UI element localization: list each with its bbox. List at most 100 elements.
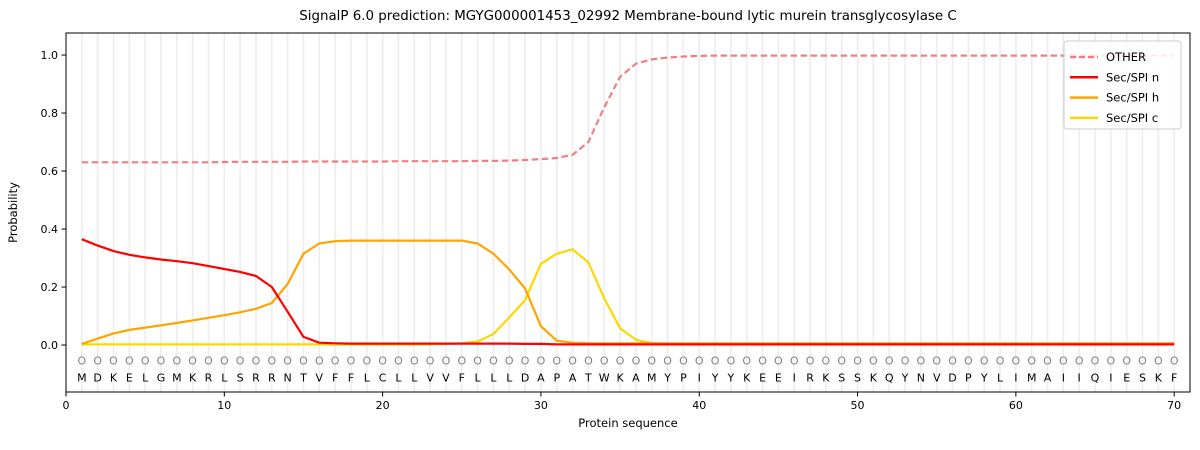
y-tick-label: 0.8 xyxy=(41,107,59,120)
residue-marker: O xyxy=(917,355,926,368)
x-tick-label: 20 xyxy=(376,399,390,412)
residue-letter: V xyxy=(316,372,324,385)
residue-marker: O xyxy=(742,355,751,368)
y-tick-label: 0.0 xyxy=(41,339,59,352)
residue-marker: O xyxy=(647,355,656,368)
residue-letter: K xyxy=(1155,372,1163,385)
residue-letter: S xyxy=(237,372,244,385)
residue-marker: O xyxy=(932,355,941,368)
residue-marker: O xyxy=(267,355,276,368)
residue-marker: O xyxy=(616,355,625,368)
residue-marker: O xyxy=(980,355,989,368)
residue-letter: V xyxy=(933,372,941,385)
residue-letter: E xyxy=(1123,372,1130,385)
residue-marker: O xyxy=(1027,355,1036,368)
residue-letter: F xyxy=(332,372,338,385)
residue-letter: N xyxy=(917,372,925,385)
residue-marker: O xyxy=(473,355,482,368)
residue-letter: G xyxy=(157,372,166,385)
residue-marker: O xyxy=(837,355,846,368)
residue-marker: O xyxy=(996,355,1005,368)
residue-marker: O xyxy=(188,355,197,368)
legend: OTHER Sec/SPI n Sec/SPI h Sec/SPI c xyxy=(1063,40,1182,130)
residue-marker: O xyxy=(790,355,799,368)
residue-letter: F xyxy=(1171,372,1177,385)
residue-letter: Y xyxy=(901,372,909,385)
residue-marker: O xyxy=(125,355,134,368)
legend-label-sec-spi-c: Sec/SPI c xyxy=(1106,111,1158,125)
residue-marker: O xyxy=(378,355,387,368)
residue-letter: Y xyxy=(711,372,719,385)
residue-marker: O xyxy=(204,355,213,368)
residue-marker: O xyxy=(758,355,767,368)
residue-letter: D xyxy=(521,372,529,385)
residue-letter: R xyxy=(205,372,213,385)
plot-border xyxy=(65,32,1191,393)
x-tick-label: 50 xyxy=(851,399,865,412)
residue-marker: O xyxy=(537,355,546,368)
x-axis-label: Protein sequence xyxy=(578,416,677,430)
x-axis-ticks: 0 10 20 30 40 50 60 70 xyxy=(63,392,1181,412)
residue-marker: O xyxy=(252,355,261,368)
residue-letter: L xyxy=(411,372,418,385)
residue-marker: O xyxy=(141,355,150,368)
residue-letter: M xyxy=(1027,372,1037,385)
residue-letter: W xyxy=(599,372,610,385)
residue-letter: A xyxy=(1044,372,1052,385)
residue-marker: O xyxy=(426,355,435,368)
residue-letter: T xyxy=(584,372,592,385)
residue-marker: O xyxy=(1043,355,1052,368)
residue-marker: O xyxy=(489,355,498,368)
residue-marker: O xyxy=(948,355,957,368)
residue-marker: O xyxy=(901,355,910,368)
residue-marker: O xyxy=(695,355,704,368)
residue-letter: K xyxy=(189,372,197,385)
residue-marker: O xyxy=(885,355,894,368)
residue-marker: O xyxy=(632,355,641,368)
residue-marker: O xyxy=(1107,355,1116,368)
chart-title: SignalP 6.0 prediction: MGYG000001453_02… xyxy=(299,9,957,24)
x-tick-label: 60 xyxy=(1009,399,1023,412)
residue-letter: K xyxy=(110,372,118,385)
y-tick-label: 1.0 xyxy=(41,49,59,62)
residue-letter: M xyxy=(77,372,87,385)
residue-letter: V xyxy=(442,372,450,385)
residue-letter: A xyxy=(632,372,640,385)
residue-letter: P xyxy=(553,372,560,385)
residue-marker: O xyxy=(442,355,451,368)
residue-marker: O xyxy=(568,355,577,368)
residue-marker: O xyxy=(109,355,118,368)
residue-letter: M xyxy=(172,372,182,385)
residue-letter: Y xyxy=(727,372,735,385)
residue-letter: S xyxy=(1139,372,1146,385)
residue-letter: L xyxy=(490,372,497,385)
residue-marker: O xyxy=(853,355,862,368)
residue-marker: O xyxy=(521,355,530,368)
residue-marker: O xyxy=(727,355,736,368)
gridlines xyxy=(81,33,1175,392)
residue-letter: E xyxy=(759,372,766,385)
residue-letter: V xyxy=(426,372,434,385)
legend-label-sec-spi-n: Sec/SPI n xyxy=(1106,70,1159,84)
residue-letter: S xyxy=(838,372,845,385)
residue-letter: D xyxy=(948,372,956,385)
residue-letter: L xyxy=(395,372,402,385)
residue-marker: O xyxy=(1075,355,1084,368)
legend-item-sec-spi-n: Sec/SPI n xyxy=(1070,70,1159,84)
residue-letter: C xyxy=(379,372,387,385)
residue-marker: O xyxy=(410,355,419,368)
residue-marker: O xyxy=(1012,355,1021,368)
residue-letter: L xyxy=(364,372,371,385)
residue-letter: L xyxy=(142,372,149,385)
residue-letter: Q xyxy=(885,372,894,385)
residue-letter: R xyxy=(268,372,276,385)
residue-marker: O xyxy=(347,355,356,368)
residue-letter: L xyxy=(506,372,513,385)
residue-marker: O xyxy=(822,355,831,368)
residue-marker: O xyxy=(394,355,403,368)
residue-letter: D xyxy=(93,372,101,385)
residue-marker: O xyxy=(299,355,308,368)
legend-item-sec-spi-c: Sec/SPI c xyxy=(1070,111,1158,125)
residue-letter: K xyxy=(822,372,830,385)
